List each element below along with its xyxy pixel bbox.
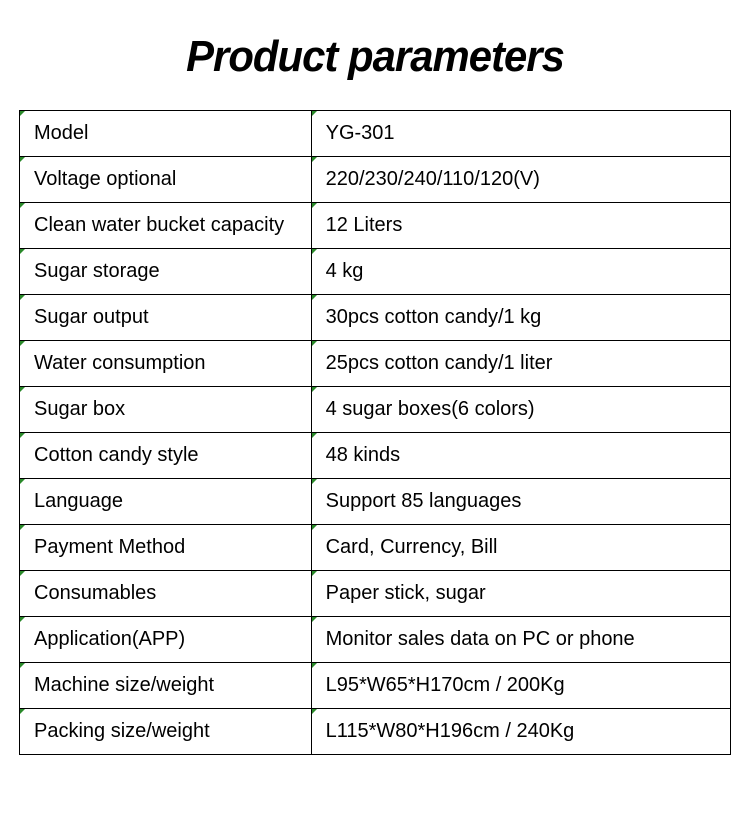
param-label: Water consumption [20,341,312,387]
table-row: Application(APP) Monitor sales data on P… [20,617,731,663]
parameters-table: Model YG-301 Voltage optional 220/230/24… [19,110,731,755]
param-value: 48 kinds [311,433,730,479]
param-label: Sugar box [20,387,312,433]
param-label: Application(APP) [20,617,312,663]
table-row: Water consumption 25pcs cotton candy/1 l… [20,341,731,387]
table-row: Machine size/weight L95*W65*H170cm / 200… [20,663,731,709]
param-label: Packing size/weight [20,709,312,755]
param-label: Consumables [20,571,312,617]
param-value: L115*W80*H196cm / 240Kg [311,709,730,755]
param-label: Voltage optional [20,157,312,203]
param-value: 4 kg [311,249,730,295]
param-label: Machine size/weight [20,663,312,709]
table-row: Language Support 85 languages [20,479,731,525]
param-label: Language [20,479,312,525]
table-row: Sugar output 30pcs cotton candy/1 kg [20,295,731,341]
table-row: Clean water bucket capacity 12 Liters [20,203,731,249]
param-label: Clean water bucket capacity [20,203,312,249]
page-container: Product parameters Model YG-301 Voltage … [0,32,750,755]
table-row: Cotton candy style 48 kinds [20,433,731,479]
table-row: Payment Method Card, Currency, Bill [20,525,731,571]
table-row: Sugar box 4 sugar boxes(6 colors) [20,387,731,433]
param-value: 12 Liters [311,203,730,249]
param-label: Model [20,111,312,157]
page-title: Product parameters [19,32,732,82]
param-label: Cotton candy style [20,433,312,479]
table-row: Model YG-301 [20,111,731,157]
param-value: L95*W65*H170cm / 200Kg [311,663,730,709]
param-value: 30pcs cotton candy/1 kg [311,295,730,341]
table-row: Consumables Paper stick, sugar [20,571,731,617]
table-row: Sugar storage 4 kg [20,249,731,295]
param-value: 220/230/240/110/120(V) [311,157,730,203]
param-value: Monitor sales data on PC or phone [311,617,730,663]
param-label: Sugar storage [20,249,312,295]
param-value: Support 85 languages [311,479,730,525]
table-row: Packing size/weight L115*W80*H196cm / 24… [20,709,731,755]
param-label: Sugar output [20,295,312,341]
param-value: Paper stick, sugar [311,571,730,617]
param-value: 25pcs cotton candy/1 liter [311,341,730,387]
param-label: Payment Method [20,525,312,571]
param-value: 4 sugar boxes(6 colors) [311,387,730,433]
table-row: Voltage optional 220/230/240/110/120(V) [20,157,731,203]
param-value: Card, Currency, Bill [311,525,730,571]
param-value: YG-301 [311,111,730,157]
